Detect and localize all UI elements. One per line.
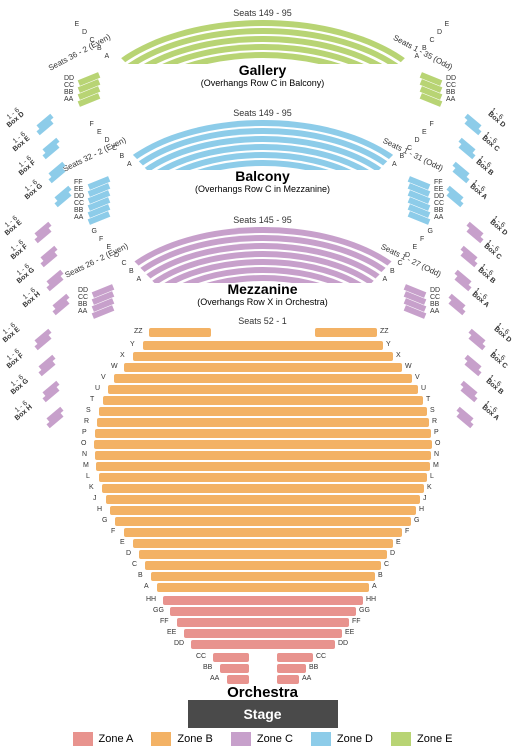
legend-item-zone-e: Zone E [391,732,452,746]
legend-item-zone-c: Zone C [231,732,293,746]
legend-item-zone-b: Zone B [151,732,212,746]
legend-item-zone-a: Zone A [73,732,134,746]
seating-chart: Seats 149 - 95EEDDCCBBAAGallery(Overhang… [0,0,525,750]
legend-item-zone-d: Zone D [311,732,373,746]
